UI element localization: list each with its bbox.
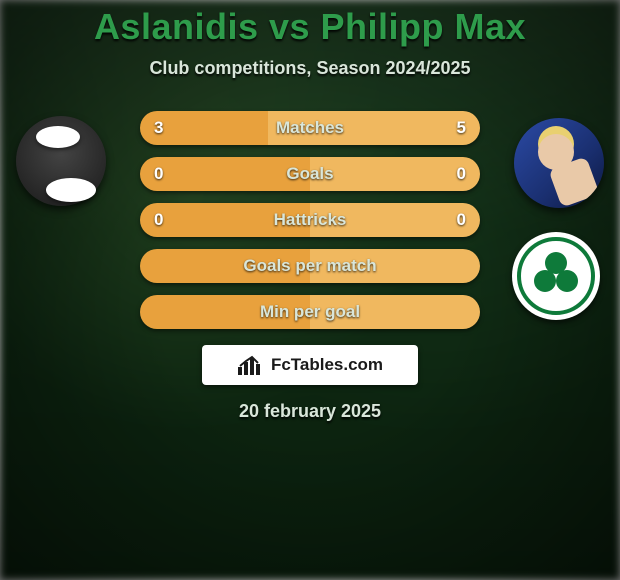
stat-row: Min per goal: [140, 295, 480, 329]
fctables-logo[interactable]: FcTables.com: [202, 345, 418, 385]
stat-bar-right: [310, 157, 480, 191]
stat-bar-left: [140, 295, 310, 329]
stat-value-left: 0: [154, 157, 163, 191]
stat-bar-right: [310, 249, 480, 283]
player-photo-right: [514, 118, 604, 208]
page-title: Aslanidis vs Philipp Max: [0, 0, 620, 48]
stat-row: 00Goals: [140, 157, 480, 191]
logo-text: FcTables.com: [271, 355, 383, 375]
stat-value-left: 3: [154, 111, 163, 145]
stat-value-right: 0: [457, 157, 466, 191]
stat-value-right: 5: [457, 111, 466, 145]
club-badge-right: [512, 232, 600, 320]
stat-bar-left: [140, 203, 310, 237]
stat-row: 00Hattricks: [140, 203, 480, 237]
stat-bar-left: [140, 249, 310, 283]
stat-bar-right: [310, 203, 480, 237]
stat-bar-right: [310, 295, 480, 329]
clover-icon: [536, 256, 576, 296]
stat-value-left: 0: [154, 203, 163, 237]
stat-row: Goals per match: [140, 249, 480, 283]
stats-container: 35Matches00Goals00HattricksGoals per mat…: [140, 111, 480, 329]
player-photo-detail: [548, 156, 599, 207]
bar-chart-icon: [237, 355, 265, 375]
club-badge-left-1: [36, 126, 80, 148]
subtitle: Club competitions, Season 2024/2025: [0, 58, 620, 79]
stat-value-right: 0: [457, 203, 466, 237]
club-badge-left-2: [46, 178, 96, 202]
content-root: Aslanidis vs Philipp Max Club competitio…: [0, 0, 620, 580]
stat-bar-left: [140, 157, 310, 191]
stat-bar-right: [268, 111, 481, 145]
stat-row: 35Matches: [140, 111, 480, 145]
date-text: 20 february 2025: [0, 401, 620, 422]
